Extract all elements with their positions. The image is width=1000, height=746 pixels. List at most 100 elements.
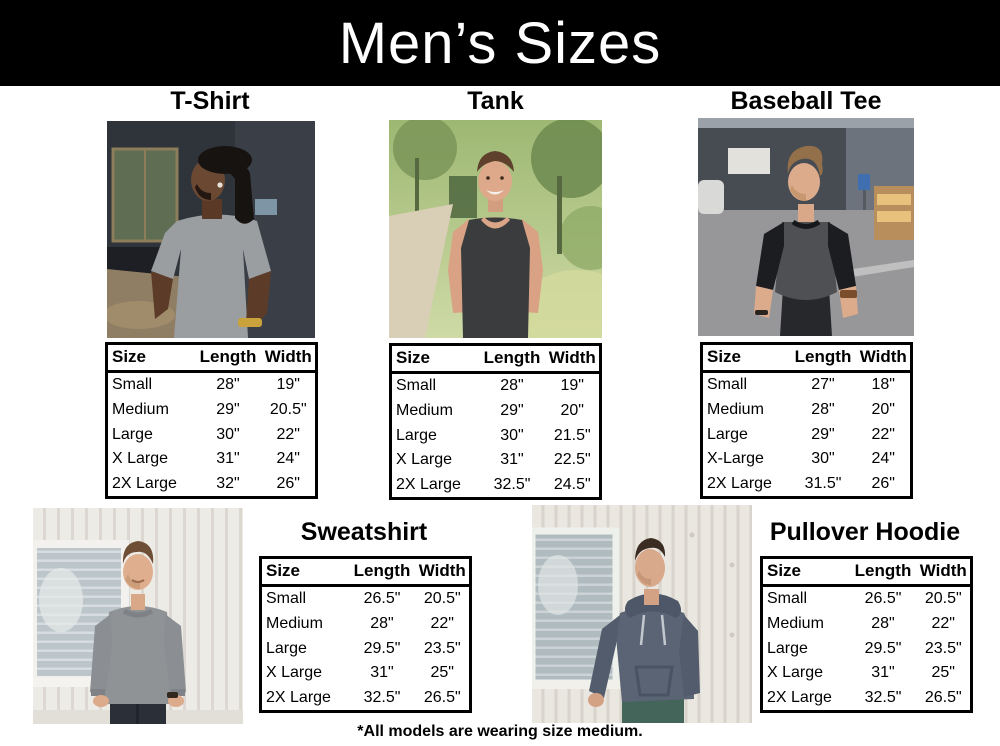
table-row: Small 27" 18" <box>702 372 912 398</box>
table-row: 2X Large 32.5" 24.5" <box>391 473 601 499</box>
column-header-width: Width <box>916 557 972 588</box>
size-cell: 2X Large <box>396 475 461 493</box>
size-cell: 2X Large <box>767 688 832 706</box>
width-cell: 18" <box>871 376 895 394</box>
table-row: X Large 31" 24" <box>107 447 317 472</box>
size-cell: X Large <box>396 451 453 469</box>
pullover-hoodie-size-table: Size Length Width Small 26.5" 20.5" Medi… <box>760 556 973 714</box>
size-cell: X-Large <box>707 450 764 468</box>
baseball-tee-model-illustration <box>698 118 914 336</box>
table-header-row: Size Length Width <box>701 343 912 374</box>
size-cell: Small <box>707 376 748 394</box>
column-header-width: Width <box>856 343 912 374</box>
column-header-size: Size <box>106 343 195 374</box>
length-cell: 28" <box>370 614 394 632</box>
column-header-width: Width <box>261 343 317 374</box>
size-cell: Large <box>767 639 808 657</box>
model-person <box>588 538 700 723</box>
page-title: Men’s Sizes <box>338 10 662 76</box>
width-cell: 26.5" <box>423 688 461 706</box>
table-row: 2X Large 31.5" 26" <box>702 472 912 498</box>
length-cell: 29.5" <box>864 639 902 657</box>
width-cell: 20.5" <box>423 590 461 608</box>
tank-size-table: Size Length Width Small 28" 19" Medium 2… <box>389 343 602 501</box>
section-title-tshirt: T-Shirt <box>170 87 250 115</box>
width-cell: 26" <box>871 474 895 492</box>
column-header-width: Width <box>415 557 471 588</box>
size-cell: Large <box>396 426 437 444</box>
table-row: Large 29.5" 23.5" <box>261 637 471 662</box>
width-cell: 25" <box>430 664 454 682</box>
table-row: X Large 31" 25" <box>261 661 471 686</box>
length-cell: 27" <box>811 376 835 394</box>
length-cell: 30" <box>811 450 835 468</box>
column-header-width: Width <box>545 344 601 375</box>
length-cell: 28" <box>216 376 240 394</box>
table-row: Medium 28" 20" <box>702 398 912 423</box>
size-cell: Medium <box>707 400 764 418</box>
table-row: Small 28" 19" <box>107 372 317 398</box>
baseball-tee-model-photo <box>698 118 914 336</box>
table-row: Small 26.5" 20.5" <box>261 586 471 612</box>
length-cell: 32" <box>216 474 240 492</box>
table-row: Medium 29" 20.5" <box>107 398 317 423</box>
length-cell: 29" <box>216 400 240 418</box>
length-cell: 31" <box>871 664 895 682</box>
width-cell: 20" <box>560 401 584 419</box>
size-cell: Small <box>767 590 808 608</box>
table-row: Large 29" 22" <box>702 423 912 448</box>
width-cell: 20.5" <box>269 400 307 418</box>
width-cell: 25" <box>931 664 955 682</box>
length-cell: 31" <box>216 450 240 468</box>
size-cell: Small <box>266 590 307 608</box>
width-cell: 24" <box>276 450 300 468</box>
table-row: Large 29.5" 23.5" <box>762 637 972 662</box>
column-header-length: Length <box>348 557 416 588</box>
size-cell: Medium <box>767 614 824 632</box>
size-cell: Medium <box>266 614 323 632</box>
length-cell: 31" <box>500 451 524 469</box>
length-cell: 29.5" <box>363 639 401 657</box>
width-cell: 23.5" <box>924 639 962 657</box>
width-cell: 24.5" <box>553 475 591 493</box>
length-cell: 32.5" <box>493 475 531 493</box>
width-cell: 19" <box>560 377 584 395</box>
width-cell: 22" <box>931 614 955 632</box>
length-cell: 30" <box>500 426 524 444</box>
width-cell: 20.5" <box>924 590 962 608</box>
baseball-tee-size-table: Size Length Width Small 27" 18" Medium 2… <box>700 342 913 500</box>
length-cell: 26.5" <box>864 590 902 608</box>
length-cell: 31" <box>370 664 394 682</box>
width-cell: 24" <box>871 450 895 468</box>
table-header-row: Size Length Width <box>761 557 972 588</box>
title-bar: Men’s Sizes <box>0 0 1000 86</box>
column-header-length: Length <box>789 343 857 374</box>
section-title-baseball-tee: Baseball Tee <box>730 87 882 115</box>
table-row: 2X Large 32" 26" <box>107 472 317 498</box>
length-cell: 31.5" <box>804 474 842 492</box>
width-cell: 19" <box>276 376 300 394</box>
table-row: Small 28" 19" <box>391 373 601 399</box>
table-row: 2X Large 32.5" 26.5" <box>261 686 471 712</box>
size-cell: 2X Large <box>266 688 331 706</box>
sweatshirt-model-photo <box>33 508 243 724</box>
sweatshirt-size-table: Size Length Width Small 26.5" 20.5" Medi… <box>259 556 472 714</box>
length-cell: 28" <box>871 614 895 632</box>
table-row: 2X Large 32.5" 26.5" <box>762 686 972 712</box>
size-cell: 2X Large <box>707 474 772 492</box>
width-cell: 22.5" <box>553 451 591 469</box>
section-title-sweatshirt: Sweatshirt <box>300 518 428 546</box>
tshirt-model-illustration <box>107 121 315 338</box>
column-header-length: Length <box>849 557 917 588</box>
size-cell: Large <box>266 639 307 657</box>
size-cell: X Large <box>767 664 824 682</box>
table-row: Medium 29" 20" <box>391 399 601 424</box>
length-cell: 29" <box>811 425 835 443</box>
width-cell: 23.5" <box>423 639 461 657</box>
width-cell: 22" <box>871 425 895 443</box>
table-row: X-Large 30" 24" <box>702 447 912 472</box>
table-row: Small 26.5" 20.5" <box>762 586 972 612</box>
tank-model-illustration <box>389 120 602 338</box>
length-cell: 26.5" <box>363 590 401 608</box>
